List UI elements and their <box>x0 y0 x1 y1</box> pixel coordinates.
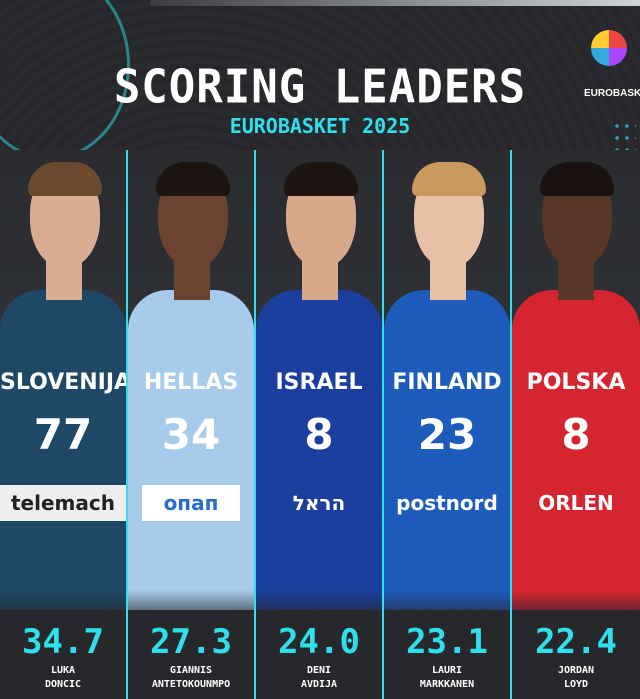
jersey-sponsor: telemach <box>0 485 126 521</box>
jersey-country: SLOVENIJA <box>0 370 128 395</box>
player-name: GIANNIS ANTETOKOUNMPO <box>128 664 254 692</box>
first-name: LUKA <box>50 665 76 676</box>
fade-overlay <box>128 590 254 699</box>
jersey <box>256 290 382 610</box>
player-card: POLSKA 8 ORLEN 22.4 JORDAN LOYD <box>512 150 640 699</box>
last-name: MARKKANEN <box>419 679 475 690</box>
logo-text: EUROBASKET <box>584 88 640 99</box>
last-name: LOYD <box>563 679 589 690</box>
player-name: LUKA DONCIC <box>0 664 126 692</box>
points-per-game: 27.3 <box>150 622 232 662</box>
fade-overlay <box>0 590 126 699</box>
jersey-number: 77 <box>33 410 93 459</box>
page-subtitle: EUROBASKET 2025 <box>229 114 411 138</box>
last-name: AVDIJA <box>300 679 338 690</box>
top-bar <box>150 0 640 6</box>
player-hair <box>412 162 486 196</box>
jersey-number: 8 <box>304 410 334 459</box>
fade-overlay <box>512 590 640 699</box>
player-photo: HELLAS 34 опап <box>128 150 254 610</box>
player-hair <box>28 162 102 196</box>
first-name: GIANNIS <box>169 665 213 676</box>
fade-overlay <box>384 590 510 699</box>
player-hair <box>540 162 614 196</box>
player-card: FINLAND 23 postnord 23.1 LAURI MARKKANEN <box>384 150 512 699</box>
players-row: SLOVENIJA 77 telemach 34.7 LUKA DONCIC HE… <box>0 150 640 699</box>
page-title: SCORING LEADERS <box>113 60 527 115</box>
jersey-country: HELLAS <box>143 370 239 395</box>
player-card: HELLAS 34 опап 27.3 GIANNIS ANTETOKOUNMPO <box>128 150 256 699</box>
first-name: JORDAN <box>557 665 595 676</box>
player-hair <box>284 162 358 196</box>
player-card: ISRAEL 8 הראל 24.0 DENI AVDIJA <box>256 150 384 699</box>
fade-overlay <box>256 590 382 699</box>
jersey <box>384 290 510 610</box>
jersey-country: FINLAND <box>392 370 502 395</box>
points-per-game: 22.4 <box>535 622 617 662</box>
jersey-country: ISRAEL <box>275 370 363 395</box>
player-name: DENI AVDIJA <box>256 664 382 692</box>
last-name: ANTETOKOUNMPO <box>151 679 231 690</box>
jersey-sponsor: ORLEN <box>538 491 614 515</box>
points-per-game: 34.7 <box>22 622 104 662</box>
points-per-game: 24.0 <box>278 622 360 662</box>
jersey <box>128 290 254 610</box>
last-name: DONCIC <box>44 679 82 690</box>
player-photo: SLOVENIJA 77 telemach <box>0 150 126 610</box>
first-name: LAURI <box>431 665 463 676</box>
player-name: LAURI MARKKANEN <box>384 664 510 692</box>
player-photo: ISRAEL 8 הראל <box>256 150 382 610</box>
jersey-number: 8 <box>561 410 591 459</box>
basketball-icon <box>591 30 627 66</box>
player-name: JORDAN LOYD <box>512 664 640 692</box>
player-hair <box>156 162 230 196</box>
points-per-game: 23.1 <box>406 622 488 662</box>
jersey-sponsor: postnord <box>396 491 498 515</box>
eurobasket-logo: EUROBASKET <box>584 30 640 110</box>
player-photo: POLSKA 8 ORLEN <box>512 150 640 610</box>
player-card: SLOVENIJA 77 telemach 34.7 LUKA DONCIC <box>0 150 128 699</box>
jersey-number: 23 <box>417 410 477 459</box>
jersey-sponsor: הראל <box>292 491 346 515</box>
jersey-number: 34 <box>161 410 221 459</box>
jersey <box>0 290 126 610</box>
first-name: DENI <box>306 665 332 676</box>
player-photo: FINLAND 23 postnord <box>384 150 510 610</box>
jersey-sponsor: опап <box>142 485 240 521</box>
jersey <box>512 290 640 610</box>
jersey-country: POLSKA <box>526 370 626 395</box>
